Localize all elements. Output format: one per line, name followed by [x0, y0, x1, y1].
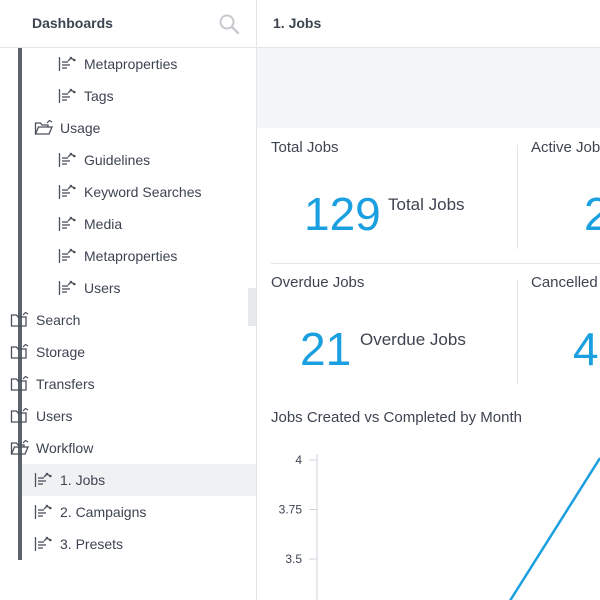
dashboard-icon: [58, 55, 76, 73]
sidebar-item-label: Transfers: [36, 376, 95, 392]
row-divider: [271, 263, 600, 264]
sidebar-item-label: Usage: [60, 120, 101, 136]
total-jobs-card-title: Total Jobs: [271, 139, 339, 156]
folder-open-icon: [10, 439, 29, 457]
dashboard-icon: [58, 151, 76, 169]
sidebar-item-label: Media: [84, 216, 123, 232]
folder-open-icon: [34, 119, 53, 137]
overdue-jobs-label: Overdue Jobs: [360, 330, 466, 349]
cancelled-jobs-card-title: Cancelled: [531, 274, 598, 291]
sidebar-item-label: Users: [36, 408, 73, 424]
y-tick-label: 3.75: [279, 503, 303, 517]
sidebar-item[interactable]: Guidelines: [22, 144, 256, 176]
jobs-line-chart: 4 3.75 3.5: [279, 453, 600, 600]
active-jobs-value: 2: [584, 188, 600, 240]
sidebar-item-label: 1. Jobs: [60, 472, 106, 488]
sidebar-item[interactable]: 1. Jobs: [22, 464, 256, 496]
dashboard-icon: [34, 471, 52, 489]
sidebar-item[interactable]: Metaproperties: [22, 240, 256, 272]
sidebar-title: Dashboards: [32, 15, 113, 31]
dashboard-icon: [58, 87, 76, 105]
card-divider: [517, 145, 518, 249]
sidebar-item[interactable]: Metaproperties: [22, 48, 256, 80]
page-title: 1. Jobs: [273, 15, 322, 31]
card-divider: [517, 280, 518, 384]
sidebar-item[interactable]: Usage: [22, 112, 256, 144]
sidebar-item-label: Metaproperties: [84, 56, 178, 72]
dashboard-icon: [34, 535, 52, 553]
total-jobs-value: 129: [304, 188, 381, 240]
sidebar-item[interactable]: Workflow: [10, 432, 256, 464]
sidebar-item[interactable]: Search: [10, 304, 256, 336]
sidebar-item[interactable]: Keyword Searches: [22, 176, 256, 208]
sidebar-header: Dashboards: [0, 0, 256, 48]
sidebar-item-label: Tags: [84, 88, 114, 104]
search-icon[interactable]: [218, 13, 240, 35]
sidebar-item[interactable]: Transfers: [10, 368, 256, 400]
sidebar-item[interactable]: Tags: [22, 80, 256, 112]
folder-icon: [10, 311, 29, 329]
series-line: [508, 457, 600, 600]
dashboard-icon: [58, 215, 76, 233]
tree-rail: [18, 48, 22, 560]
folder-icon: [10, 343, 29, 361]
sidebar-item[interactable]: Users: [10, 400, 256, 432]
sidebar-item-label: 3. Presets: [60, 536, 124, 552]
cancelled-jobs-value: 45: [573, 323, 600, 375]
total-jobs-label: Total Jobs: [388, 195, 465, 214]
sidebar-item[interactable]: 3. Presets: [22, 528, 256, 560]
dashboard-icon: [58, 183, 76, 201]
dashboard-icon: [58, 247, 76, 265]
chart-title: Jobs Created vs Completed by Month: [271, 409, 522, 426]
sidebar: Dashboards Metaproperties Tags Usage Guidel…: [0, 0, 257, 600]
sidebar-item-label: Workflow: [36, 440, 94, 456]
overdue-jobs-value: 21: [300, 323, 352, 375]
sidebar-item-label: 2. Campaigns: [60, 504, 147, 520]
y-tick-label: 4: [295, 453, 302, 467]
sidebar-item[interactable]: Users: [22, 272, 256, 304]
sidebar-item-label: Keyword Searches: [84, 184, 202, 200]
sidebar-item-label: Metaproperties: [84, 248, 178, 264]
sidebar-item-label: Storage: [36, 344, 86, 360]
active-jobs-card-title: Active Jobs: [531, 139, 600, 156]
sidebar-item[interactable]: 2. Campaigns: [22, 496, 256, 528]
main-header: 1. Jobs: [257, 0, 600, 48]
sidebar-item[interactable]: Media: [22, 208, 256, 240]
folder-icon: [10, 375, 29, 393]
filter-band: [257, 48, 600, 128]
sidebar-item-label: Users: [84, 280, 121, 296]
overdue-jobs-card-title: Overdue Jobs: [271, 274, 365, 291]
sidebar-item-label: Guidelines: [84, 152, 151, 168]
sidebar-item-label: Search: [36, 312, 81, 328]
dashboard-icon: [58, 279, 76, 297]
dashboard-icon: [34, 503, 52, 521]
sidebar-item[interactable]: Storage: [10, 336, 256, 368]
y-tick-label: 3.5: [285, 552, 302, 566]
sidebar-collapse-handle[interactable]: [248, 288, 256, 326]
main-content: 1. Jobs Total Jobs 129 Total Jobs Active…: [257, 0, 600, 600]
folder-icon: [10, 407, 29, 425]
